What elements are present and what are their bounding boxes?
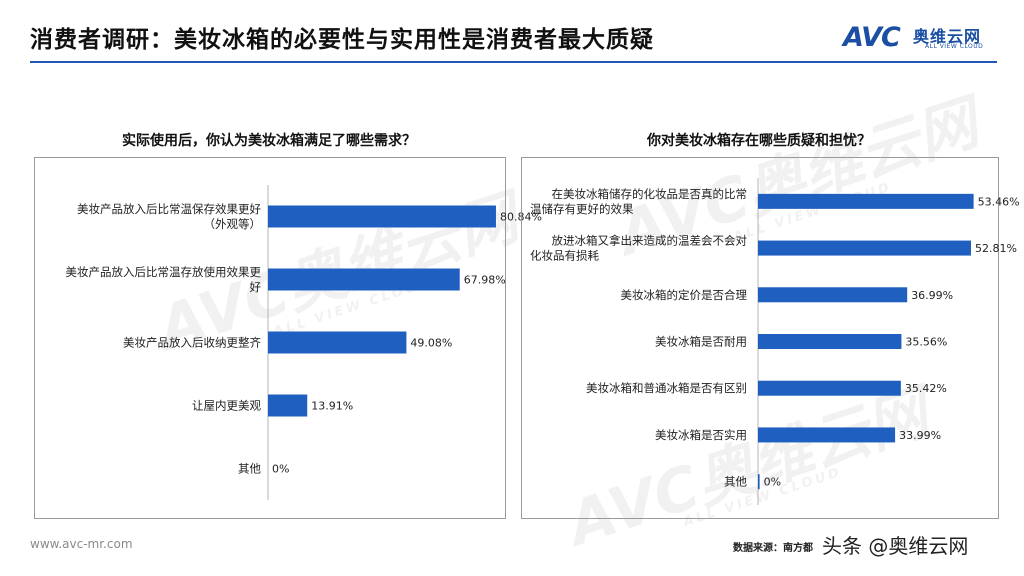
bar — [268, 205, 496, 228]
bar — [758, 474, 760, 490]
data-label: 0% — [764, 476, 781, 489]
header-divider — [30, 61, 997, 63]
logo-english-name: ALL VIEW CLOUD — [925, 43, 984, 50]
tick-label: 在美妆冰箱储存的化妆品是否真的比常 — [552, 187, 748, 201]
bar — [758, 334, 902, 349]
data-label: 0% — [272, 463, 289, 476]
data-label: 53.46% — [978, 195, 1020, 208]
data-label: 35.42% — [905, 382, 947, 395]
tick-label: 温储存有更好的效果 — [530, 202, 634, 216]
tick-label: 其他 — [724, 475, 747, 489]
tick-label: 美妆产品放入后比常温存放使用效果更 — [66, 265, 262, 279]
tick-label: 让屋内更美观 — [192, 399, 261, 413]
tick-label: 美妆冰箱的定价是否合理 — [621, 288, 748, 302]
chart-title-concerns: 你对美妆冰箱存在哪些质疑和担忧？ — [647, 133, 871, 149]
bar-chart-needs: 80.84% 美妆产品放入后比常温保存效果更好（外观等） 67.98% 美妆产品放入后… — [66, 185, 542, 500]
chart-title-needs: 实际使用后，你认为美妆冰箱满足了哪些需求？ — [122, 133, 416, 149]
brand-logo: AVC 奥维云网 ALL VIEW CLOUD — [843, 22, 1003, 53]
tick-label: 美妆冰箱和普通冰箱是否有区别 — [586, 381, 747, 395]
footer-website: www.avc-mr.com — [30, 537, 133, 551]
data-label: 36.99% — [911, 289, 953, 302]
data-label: 67.98% — [464, 274, 506, 287]
tick-label: （外观等） — [204, 217, 262, 231]
logo-chinese-name: 奥维云网 — [913, 27, 982, 46]
data-label: 33.99% — [899, 429, 941, 442]
chart-panel-concerns: 53.46% 在美妆冰箱储存的化妆品是否真的比常 温储存有更好的效果 52.81% 放进… — [521, 157, 1020, 519]
tick-label: 好 — [250, 280, 262, 294]
tick-label: 放进冰箱又拿出来造成的温差会不会对 — [552, 234, 748, 248]
data-label: 13.91% — [311, 400, 353, 413]
tick-label: 美妆产品放入后收纳更整齐 — [123, 336, 261, 350]
bar — [758, 427, 896, 443]
bar — [268, 394, 308, 417]
page-title: 消费者调研：美妆冰箱的必要性与实用性是消费者最大质疑 — [30, 27, 654, 53]
data-label: 80.84% — [500, 211, 542, 224]
bar — [758, 193, 974, 209]
data-label: 52.81% — [975, 242, 1017, 255]
tick-label: 美妆产品放入后比常温保存效果更好 — [77, 202, 261, 216]
tick-label: 美妆冰箱是否耐用 — [655, 335, 747, 349]
tick-label: 其他 — [238, 462, 261, 476]
footer-stamp: 头条 @奥维云网 — [820, 530, 971, 559]
bar — [758, 380, 901, 396]
logo-mark: AVC — [843, 22, 901, 53]
footer-source: 数据来源：南方都 — [733, 543, 813, 554]
data-label: 35.56% — [905, 336, 947, 349]
bar — [268, 331, 407, 354]
bar — [268, 268, 460, 291]
data-label: 49.08% — [410, 337, 452, 350]
bar — [758, 287, 908, 303]
chart-panel-needs: 80.84% 美妆产品放入后比常温保存效果更好 （外观等） 67.98% 美妆产品放入后… — [34, 157, 542, 519]
tick-label: 化妆品有损耗 — [530, 249, 599, 263]
tick-label: 美妆冰箱是否实用 — [655, 428, 747, 442]
bar — [758, 240, 972, 256]
